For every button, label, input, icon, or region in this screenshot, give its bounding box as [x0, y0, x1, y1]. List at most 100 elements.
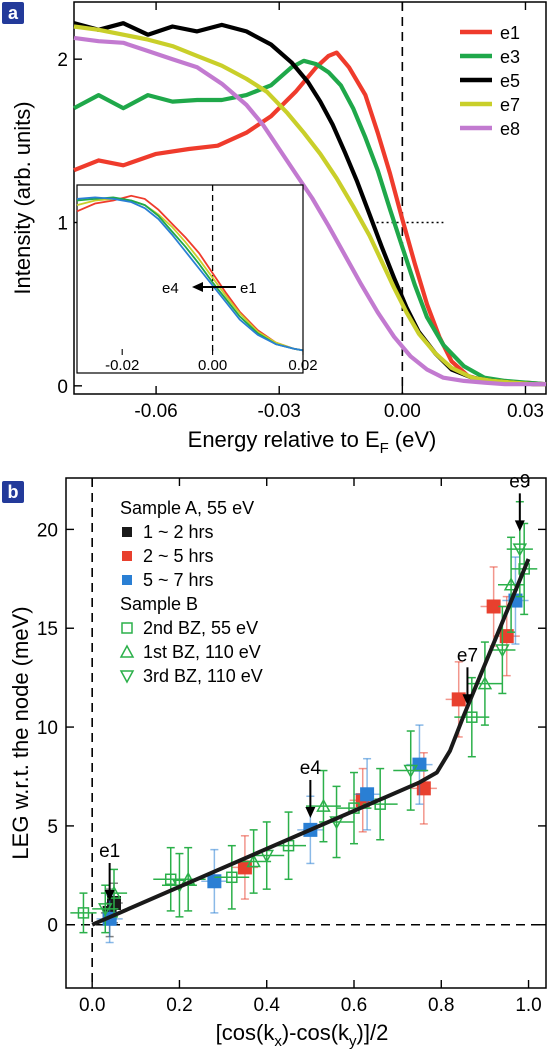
panel-b-x-axis-title: [cos(kx)-cos(ky)]/2 [216, 1020, 389, 1050]
data-point [466, 711, 478, 723]
panel-a-frame [73, 1, 547, 395]
panel-b-y-tick-label: 15 [37, 619, 58, 640]
panel-b-badge [2, 481, 24, 503]
panel-a-x-tick-label: -0.06 [134, 401, 177, 422]
panel-b-x-tick-label: 0.0 [79, 995, 105, 1016]
panel-a-inset: e1 e4 -0.02 0.00 0.02 [76, 184, 318, 374]
panel-b-x-tick-label: 0.6 [341, 995, 367, 1016]
legend-label-e3: e3 [500, 47, 520, 67]
panel-a-y-tick-label: 0 [57, 377, 68, 398]
data-point [416, 781, 431, 796]
annotation-arrow-head [514, 520, 525, 532]
annotation-label-e9: e9 [509, 471, 530, 492]
legend-entry-label: 2nd BZ, 55 eV [143, 618, 258, 638]
panel-b-x-tick-label: 0.8 [428, 995, 454, 1016]
panel-b-x-title-sub-x: x [274, 1033, 282, 1050]
panel-a-x-tick-label: 0.00 [384, 401, 421, 422]
panel-b-y-tick-label: 5 [47, 817, 58, 838]
legend-entry-label: 3rd BZ, 110 eV [143, 666, 263, 686]
data-point [246, 853, 261, 868]
annotation-arrow-head [104, 890, 115, 901]
panel-a-badge-label: a [8, 3, 19, 23]
series-line-e3 [73, 58, 547, 387]
annotation-arrow-head [462, 694, 473, 706]
data-point [495, 644, 510, 658]
panel-b-frame [65, 477, 547, 989]
panel-a: a -0.06 -0.03 0.00 0.03 0 1 2 e1 e3 e5 e7 e8 e1 e4 … [2, 1, 547, 457]
panel-a-x-title-sub: F [380, 440, 389, 457]
panel-b-fit-line [91, 558, 531, 927]
inset-x-tick-label: 0.02 [288, 357, 317, 374]
legend-entry-label: 2 ~ 5 hrs [143, 546, 214, 566]
legend-entry-label: 5 ~ 7 hrs [143, 570, 214, 590]
annotation-label-e4: e4 [300, 758, 322, 779]
inset-x-tick-label: -0.02 [105, 357, 139, 374]
legend-entry-label: 1st BZ, 110 eV [143, 642, 261, 662]
series-line-e7 [73, 24, 546, 387]
legend-marker [119, 670, 135, 684]
panel-b-x-title-part3: )]/2 [357, 1020, 389, 1045]
series-line-e8 [73, 35, 546, 387]
legend-group-title: Sample A, 55 eV [120, 498, 254, 518]
panel-a-x-title-unit: (eV) [395, 427, 437, 452]
panel-b-x-tick-label: 1.0 [515, 995, 541, 1016]
legend-label-e8: e8 [500, 119, 520, 139]
panel-a-x-tick-label: -0.03 [258, 401, 301, 422]
legend-label-e1: e1 [500, 23, 520, 43]
inset-axis-ticks: -0.02 0.00 0.02 [105, 349, 318, 374]
legend-marker [122, 527, 132, 537]
legend-entry-label: 1 ~ 2 hrs [143, 522, 214, 542]
panel-b-y-tick-label: 20 [37, 520, 58, 541]
panel-a-y-tick-label: 1 [57, 214, 68, 235]
inset-annotation-from: e1 [240, 280, 257, 297]
data-point [316, 798, 331, 812]
legend-marker [122, 551, 132, 561]
panel-b-annotations: e1 e4 e7 e9 [99, 471, 530, 901]
data-point [486, 599, 501, 614]
panel-a-x-title-main: Energy relative to E [188, 427, 380, 452]
data-point [451, 692, 466, 707]
data-point [503, 577, 519, 591]
panel-a-legend: e1 e3 e5 e7 e8 [460, 23, 520, 139]
annotation-label-e1: e1 [99, 841, 120, 862]
legend-group-title: Sample B [120, 594, 198, 614]
legend-marker [119, 644, 135, 658]
inset-series: e1 e4 [76, 185, 304, 355]
panel-a-axis-ticks: -0.06 -0.03 0.00 0.03 0 1 2 [57, 2, 544, 422]
panel-a-y-axis-title: Intensity (arb. units) [10, 101, 35, 294]
data-point [512, 543, 528, 557]
panel-b-legend: Sample A, 55 eV 1 ~ 2 hrs 2 ~ 5 hrs 5 ~ 7 h… [119, 498, 263, 686]
panel-a-badge [2, 2, 24, 24]
data-point [98, 903, 113, 917]
data-point [360, 787, 375, 802]
panel-b-axis-ticks: 0.0 0.2 0.4 0.6 0.8 1.0 0 5 10 15 20 [37, 478, 546, 1016]
data-point [477, 676, 493, 690]
annotation-label-e7: e7 [457, 645, 478, 666]
panel-a-reference-lines [371, 2, 444, 394]
fit-line [91, 558, 531, 927]
inset-frame [76, 184, 304, 374]
legend-marker [122, 575, 132, 585]
inset-series-line-e4 [76, 196, 304, 352]
panel-a-x-tick-label: 0.03 [507, 401, 544, 422]
panel-b-y-axis-title: LEG w.r.t. the node (meV) [8, 606, 33, 859]
annotation-arrow-head [305, 806, 316, 818]
panel-b-x-tick-label: 0.2 [166, 995, 192, 1016]
inset-annotation-to: e4 [162, 280, 179, 297]
legend-label-e7: e7 [500, 95, 520, 115]
panel-b-reference-lines [66, 478, 546, 988]
panel-a-series [73, 21, 547, 387]
data-point [77, 907, 90, 919]
panel-b-x-tick-label: 0.4 [254, 995, 281, 1016]
panel-a-y-tick-label: 2 [57, 50, 68, 71]
inset-arrow-head [192, 282, 203, 292]
panel-b-series [70, 500, 538, 944]
legend-label-e5: e5 [500, 71, 520, 91]
inset-x-tick-label: 0.00 [198, 357, 227, 374]
data-point [403, 764, 418, 779]
data-point [207, 874, 222, 889]
panel-b-x-title-sub-y: y [349, 1033, 357, 1050]
panel-b: b e1 e4 e7 e9 0.0 0.2 0.4 0.6 0.8 1.0 0 5 10 15 20 Sa… [2, 471, 547, 1050]
panel-b-y-tick-label: 0 [47, 916, 58, 937]
